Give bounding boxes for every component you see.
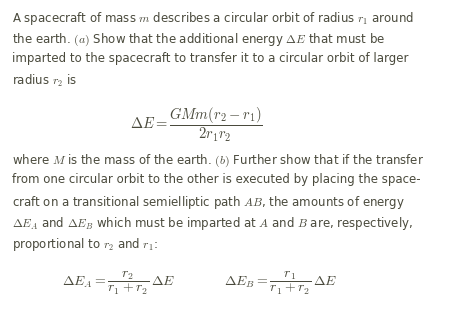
Text: proportional to $r_2$ and $r_1$:: proportional to $r_2$ and $r_1$: [12, 236, 158, 253]
Text: $\Delta E_A = \dfrac{r_2}{r_1 + r_2}\,\Delta E$: $\Delta E_A = \dfrac{r_2}{r_1 + r_2}\,\D… [62, 269, 175, 297]
Text: A spacecraft of mass $m$ describes a circular orbit of radius $r_1$ around: A spacecraft of mass $m$ describes a cir… [12, 10, 414, 28]
Text: radius $r_2$ is: radius $r_2$ is [12, 73, 77, 89]
Text: $\Delta E_B = \dfrac{r_1}{r_1 + r_2}\,\Delta E$: $\Delta E_B = \dfrac{r_1}{r_1 + r_2}\,\D… [224, 269, 338, 297]
Text: the earth. $(a)$ Show that the additional energy $\Delta E$ that must be: the earth. $(a)$ Show that the additiona… [12, 31, 386, 48]
Text: craft on a transitional semielliptic path $AB$, the amounts of energy: craft on a transitional semielliptic pat… [12, 194, 405, 211]
Text: $\Delta E = \dfrac{GMm(r_2 - r_1)}{2r_1 r_2}$: $\Delta E = \dfrac{GMm(r_2 - r_1)}{2r_1 … [130, 106, 262, 144]
Text: imparted to the spacecraft to transfer it to a circular orbit of larger: imparted to the spacecraft to transfer i… [12, 52, 409, 65]
Text: $\Delta E_A$ and $\Delta E_B$ which must be imparted at $A$ and $B$ are, respect: $\Delta E_A$ and $\Delta E_B$ which must… [12, 215, 414, 232]
Text: from one circular orbit to the other is executed by placing the space-: from one circular orbit to the other is … [12, 173, 421, 187]
Text: where $M$ is the mass of the earth. $(b)$ Further show that if the transfer: where $M$ is the mass of the earth. $(b)… [12, 152, 425, 169]
